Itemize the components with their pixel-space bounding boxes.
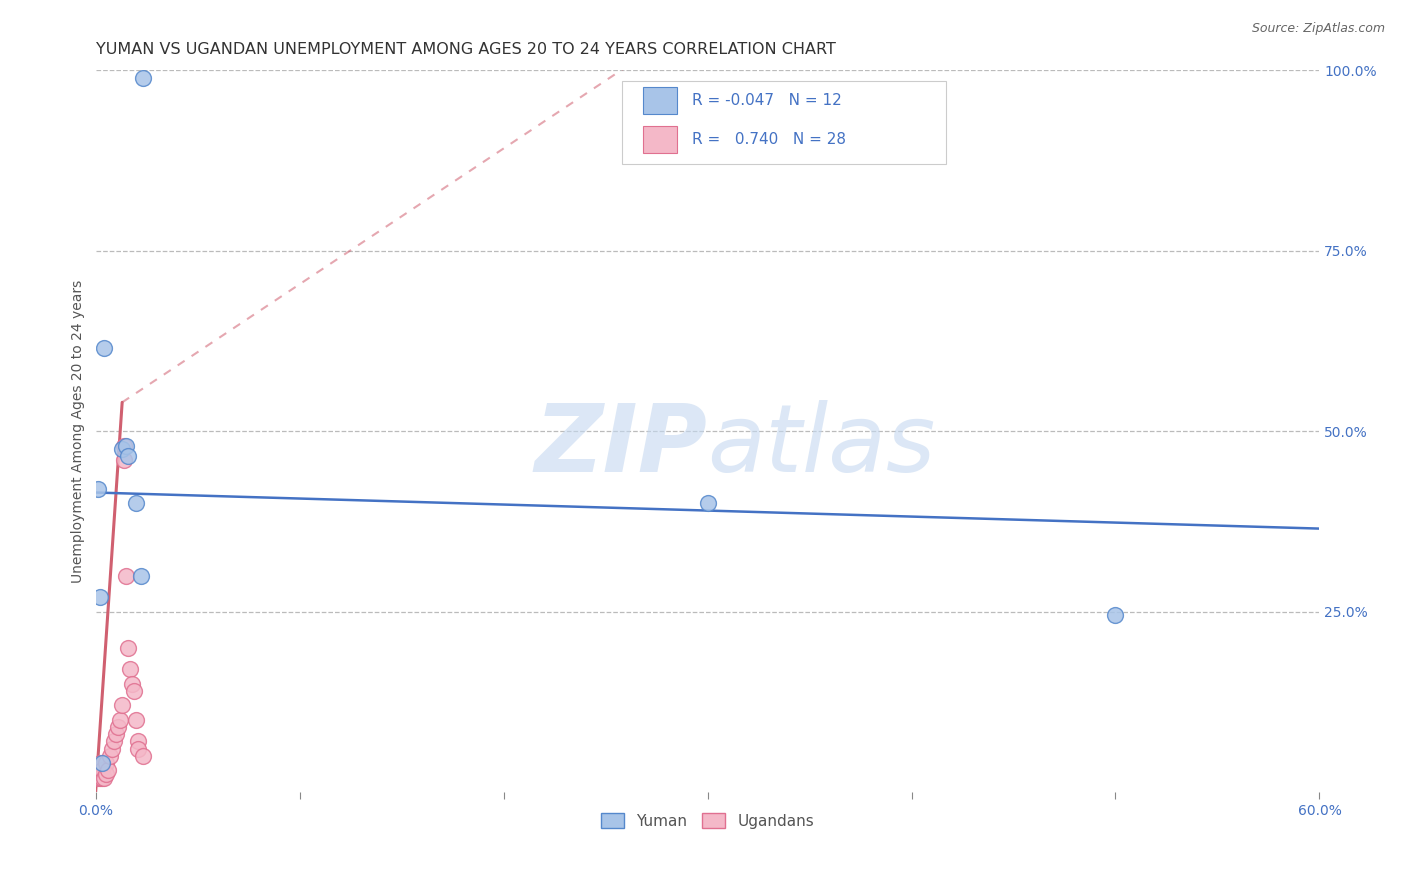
Point bbox=[89, 590, 111, 604]
Point bbox=[117, 640, 139, 655]
Point bbox=[127, 734, 149, 748]
Point bbox=[94, 756, 117, 770]
Point bbox=[129, 568, 152, 582]
Point bbox=[101, 741, 124, 756]
Point bbox=[94, 767, 117, 781]
FancyBboxPatch shape bbox=[643, 87, 676, 114]
Point bbox=[125, 496, 148, 510]
Point bbox=[86, 771, 108, 785]
Point bbox=[696, 496, 718, 510]
Point bbox=[93, 341, 115, 355]
Point bbox=[111, 698, 134, 713]
Point bbox=[89, 771, 111, 785]
Point bbox=[90, 764, 112, 778]
Point bbox=[131, 748, 153, 763]
Text: atlas: atlas bbox=[707, 401, 936, 491]
FancyBboxPatch shape bbox=[643, 126, 676, 153]
Text: R =   0.740   N = 28: R = 0.740 N = 28 bbox=[692, 132, 845, 147]
Point bbox=[103, 734, 125, 748]
Point bbox=[93, 771, 115, 785]
Y-axis label: Unemployment Among Ages 20 to 24 years: Unemployment Among Ages 20 to 24 years bbox=[72, 279, 86, 582]
Point bbox=[131, 70, 153, 85]
Point bbox=[111, 442, 134, 457]
Text: Source: ZipAtlas.com: Source: ZipAtlas.com bbox=[1251, 22, 1385, 36]
Point bbox=[124, 684, 146, 698]
Point bbox=[115, 439, 138, 453]
Point bbox=[89, 756, 111, 770]
Point bbox=[90, 771, 112, 785]
Text: YUMAN VS UGANDAN UNEMPLOYMENT AMONG AGES 20 TO 24 YEARS CORRELATION CHART: YUMAN VS UGANDAN UNEMPLOYMENT AMONG AGES… bbox=[96, 42, 835, 57]
Point bbox=[97, 764, 120, 778]
Legend: Yuman, Ugandans: Yuman, Ugandans bbox=[595, 806, 820, 835]
Point bbox=[127, 741, 149, 756]
FancyBboxPatch shape bbox=[621, 81, 946, 164]
Point bbox=[108, 713, 131, 727]
Text: R = -0.047   N = 12: R = -0.047 N = 12 bbox=[692, 93, 841, 108]
Point bbox=[105, 727, 128, 741]
Point bbox=[115, 568, 138, 582]
Point bbox=[112, 439, 135, 453]
Point bbox=[98, 748, 121, 763]
Point bbox=[90, 756, 112, 770]
Point bbox=[112, 453, 135, 467]
Point bbox=[107, 720, 129, 734]
Point bbox=[86, 482, 108, 496]
Text: ZIP: ZIP bbox=[534, 400, 707, 491]
Point bbox=[121, 677, 143, 691]
Point bbox=[86, 764, 108, 778]
Point bbox=[120, 662, 142, 676]
Point bbox=[117, 450, 139, 464]
Point bbox=[125, 713, 148, 727]
Point bbox=[1104, 608, 1126, 623]
